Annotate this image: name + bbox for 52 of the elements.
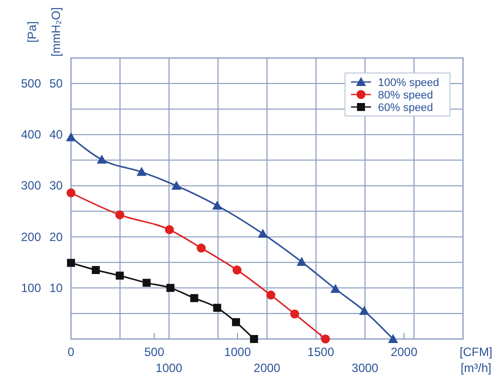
point (166, 284, 174, 292)
y2-tick-label: 50 (49, 76, 63, 91)
y-tick-label: 300 (20, 178, 42, 193)
legend-label: 100% speed (378, 77, 440, 89)
point (164, 225, 174, 234)
y2-axis-title: [mmH₂O] (49, 7, 63, 57)
x2-tick-label: 3000 (352, 361, 379, 375)
x-axis-title: [CFM] (460, 345, 492, 359)
x-tick-label: 0 (68, 345, 75, 359)
point (92, 266, 100, 274)
point (232, 318, 240, 326)
point (116, 272, 124, 280)
point (232, 266, 242, 275)
y-tick-label: 200 (20, 230, 42, 244)
x2-tick-label: 1000 (156, 361, 183, 375)
legend-label: 60% speed (378, 102, 434, 114)
x2-tick-label: 2000 (254, 361, 281, 375)
y-tick-label: 500 (20, 76, 42, 91)
point (359, 306, 370, 315)
x-tick-label: 2000 (390, 345, 418, 359)
point (258, 228, 268, 238)
x2-axis-title: [m³/h] (460, 361, 492, 375)
point (196, 244, 206, 253)
x-tick-label: 1000 (224, 345, 252, 359)
point (250, 335, 258, 343)
point (96, 154, 107, 164)
y-tick-label: 400 (20, 128, 42, 142)
point (330, 284, 340, 293)
x-tick-label: 500 (144, 345, 165, 359)
point (388, 334, 398, 343)
y-tick-label: 100 (20, 280, 42, 295)
point (66, 132, 76, 142)
y2-tick-label: 20 (49, 230, 63, 244)
x-tick-label: 1500 (307, 345, 334, 359)
point (190, 294, 198, 302)
point (115, 210, 124, 220)
point (212, 200, 222, 210)
point (213, 304, 222, 312)
point (266, 290, 276, 300)
point (290, 309, 300, 318)
y-axis-title: [Pa] (25, 21, 39, 43)
point (320, 334, 330, 344)
point (142, 278, 151, 287)
point (67, 258, 75, 267)
y2-tick-label: 10 (49, 280, 63, 295)
point (66, 188, 76, 198)
point (136, 166, 147, 176)
point (171, 180, 182, 190)
point (296, 256, 307, 266)
y2-tick-label: 40 (49, 128, 63, 142)
y2-tick-label: 30 (49, 178, 63, 193)
legend-label: 80% speed (378, 90, 434, 102)
